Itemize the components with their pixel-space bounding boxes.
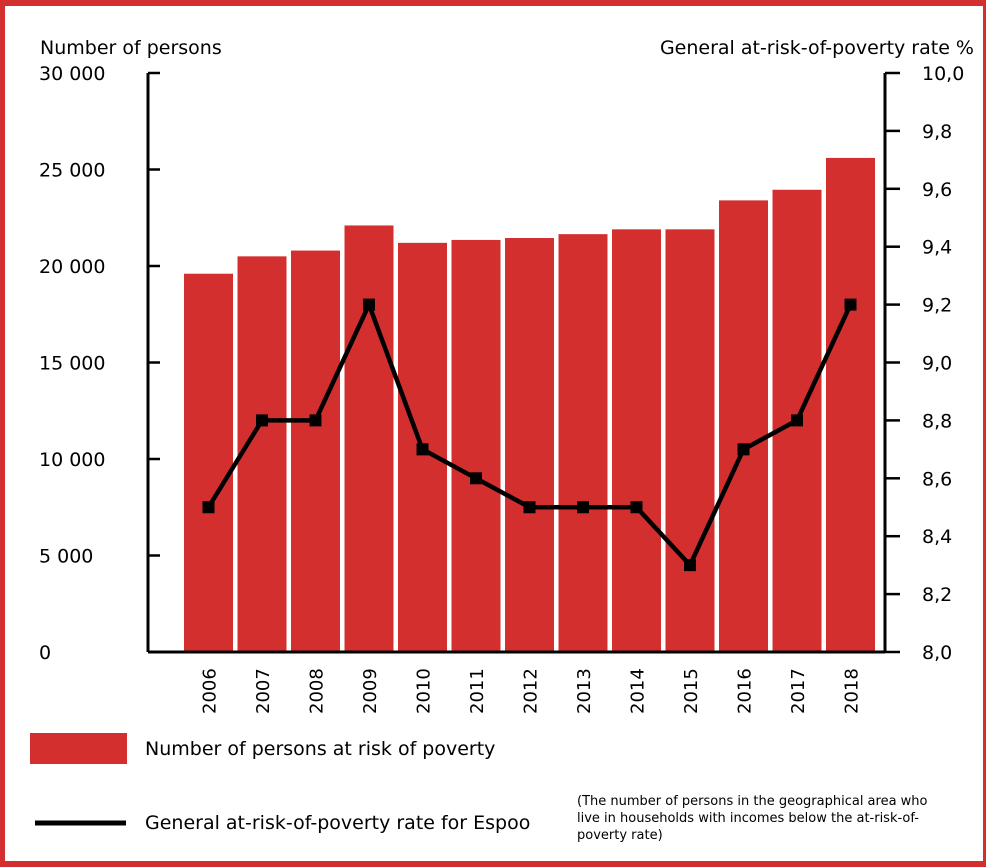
right-tick-label-3: 8,6 [922, 468, 952, 490]
x-tick-label-2017: 2017 [788, 668, 809, 714]
bar-2018 [826, 157, 875, 653]
right-tick-label-5: 9,0 [922, 353, 952, 375]
footnote-line-3: poverty rate) [577, 828, 663, 843]
rate-point-2010 [416, 443, 429, 456]
right-tick-label-8: 9,6 [922, 179, 952, 201]
bar-2016 [719, 200, 768, 652]
bar-2012 [505, 238, 554, 652]
tick-labels: 0 5 000 10 000 15 000 20 000 25 000 30 000 8,0 8… [39, 63, 964, 714]
footnote-line-2: live in households with incomes below th… [577, 811, 919, 826]
bar-2006 [184, 273, 233, 652]
x-tick-label-2016: 2016 [735, 668, 756, 714]
rate-point-2014 [630, 501, 643, 514]
left-tick-label-10000: 10 000 [39, 449, 105, 471]
line-series [202, 298, 857, 572]
x-tick-label-2018: 2018 [842, 668, 863, 714]
rate-point-2008 [309, 414, 322, 427]
x-tick-label-2008: 2008 [307, 668, 328, 714]
right-tick-label-10: 10,0 [922, 63, 964, 85]
x-tick-label-2011: 2011 [467, 668, 488, 714]
left-tick-label-30000: 30 000 [39, 63, 105, 85]
legend-bar-label: Number of persons at risk of poverty [145, 738, 495, 760]
footnote-line-1: (The number of persons in the geographic… [577, 794, 928, 809]
bar-2013 [558, 234, 608, 652]
left-tick-label-5000: 5 000 [39, 546, 93, 568]
rate-point-2012 [523, 501, 536, 514]
x-tick-label-2007: 2007 [253, 668, 274, 714]
bar-2014 [612, 229, 661, 652]
rate-point-2011 [470, 472, 482, 485]
legend-bar-swatch [30, 733, 127, 764]
rate-point-2016 [737, 443, 750, 456]
x-tick-label-2006: 2006 [200, 668, 221, 714]
right-tick-label-7: 9,4 [922, 237, 952, 259]
rate-point-2006 [202, 501, 215, 514]
left-tick-label-15000: 15 000 [39, 353, 105, 375]
right-tick-label-6: 9,2 [922, 295, 952, 317]
left-tick-label-0: 0 [39, 642, 51, 664]
bar-2009 [344, 225, 394, 652]
bar-2008 [291, 250, 340, 652]
rate-point-2017 [791, 414, 803, 427]
left-tick-label-25000: 25 000 [39, 160, 105, 182]
right-tick-label-9: 9,8 [922, 121, 952, 143]
left-axis-title: Number of persons [40, 37, 222, 59]
right-tick-label-0: 8,0 [922, 642, 952, 664]
left-tick-label-20000: 20 000 [39, 256, 105, 278]
x-tick-label-2015: 2015 [681, 668, 702, 714]
x-tick-label-2009: 2009 [360, 668, 381, 714]
legend-line-label: General at-risk-of-poverty rate for Espo… [145, 812, 530, 834]
x-tick-label-2013: 2013 [574, 668, 595, 714]
right-tick-label-4: 8,8 [922, 410, 952, 432]
right-axis-title: General at-risk-of-poverty rate % [660, 37, 974, 59]
rate-point-2013 [577, 501, 589, 514]
x-tick-label-2010: 2010 [414, 668, 435, 714]
axes [146, 71, 900, 654]
bar-2007 [237, 256, 287, 652]
rate-point-2009 [363, 298, 375, 311]
rate-point-2018 [844, 298, 857, 311]
rate-point-2015 [684, 559, 696, 572]
bar-2011 [451, 239, 501, 652]
right-tick-label-1: 8,2 [922, 584, 952, 606]
bar-series [184, 157, 875, 653]
x-tick-label-2014: 2014 [628, 668, 649, 714]
rate-point-2007 [256, 414, 268, 427]
right-tick-label-2: 8,4 [922, 526, 952, 548]
x-tick-label-2012: 2012 [521, 668, 542, 714]
bar-2015 [665, 229, 715, 652]
